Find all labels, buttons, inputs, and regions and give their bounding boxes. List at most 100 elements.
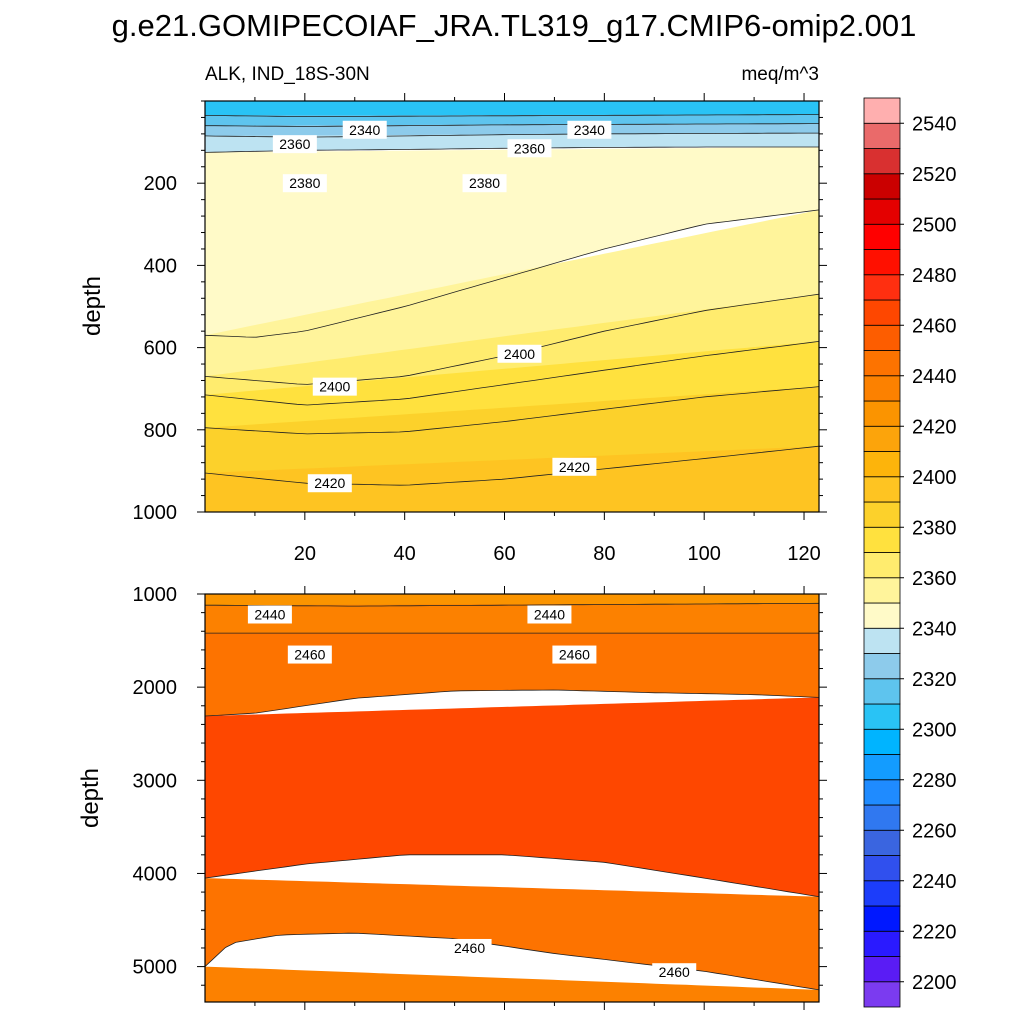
lower-contour-label: 2460 (552, 645, 597, 664)
upper-y-tick-label: 800 (144, 420, 177, 442)
upper-contour-line (205, 386, 819, 435)
upper-x-tick-label: 80 (593, 543, 615, 565)
lower-contour-label: 2460 (652, 963, 697, 982)
upper-contour-line (205, 445, 819, 486)
colorbar-tick-label: 2540 (912, 113, 957, 135)
upper-contour-label: 2340 (342, 120, 387, 139)
colorbar-swatch (863, 501, 901, 528)
colorbar-swatch (863, 779, 901, 806)
upper-subtitle-left: ALK, IND_18S-30N (205, 64, 370, 85)
upper-contour-band (205, 341, 819, 434)
svg-text:2460: 2460 (659, 964, 690, 980)
colorbar-swatch (863, 324, 901, 351)
upper-x-tick-label: 40 (394, 543, 416, 565)
lower-contour-label: 2460 (287, 645, 332, 664)
colorbar-swatch (863, 274, 901, 301)
colorbar-swatch (863, 350, 901, 377)
colorbar-swatch (863, 122, 901, 149)
lower-plot-frame (204, 593, 820, 1003)
colorbar-tick-label: 2300 (912, 719, 957, 741)
upper-contour-label: 2400 (497, 344, 542, 363)
colorbar-tick-label: 2200 (912, 972, 957, 994)
upper-y-tick-label: 1000 (133, 502, 178, 524)
colorbar-swatch (863, 577, 901, 604)
upper-contour-line (205, 341, 819, 406)
colorbar-swatch (863, 552, 901, 579)
colorbar-tick-label: 2260 (912, 820, 957, 842)
colorbar-tick-label: 2480 (912, 265, 957, 287)
upper-contour-line (205, 114, 819, 117)
lower-contour-band (205, 966, 819, 1002)
lower-y-tick-label: 2000 (133, 677, 178, 699)
colorbar-swatch (863, 728, 901, 755)
colorbar-tick-label: 2220 (912, 921, 957, 943)
lower-contour-band (205, 594, 819, 607)
colorbar-swatch (863, 198, 901, 225)
upper-subtitle-right: meq/m^3 (741, 64, 819, 85)
upper-plot-frame (204, 100, 820, 513)
colorbar-tick-label: 2420 (912, 416, 957, 438)
upper-contour-label: 2420 (552, 457, 597, 476)
svg-text:2380: 2380 (289, 175, 320, 191)
lower-contour-label: 2460 (447, 938, 492, 957)
upper-x-tick-label: 100 (687, 543, 720, 565)
colorbar-swatch (863, 249, 901, 276)
colorbar-swatch (863, 930, 901, 957)
upper-x-tick-label: 20 (294, 543, 316, 565)
colorbar-tick-label: 2520 (912, 164, 957, 186)
colorbar-swatch (863, 476, 901, 503)
upper-contour-band (205, 209, 819, 385)
colorbar-swatch (863, 223, 901, 250)
colorbar-tick-label: 2400 (912, 467, 957, 489)
upper-y-tick-label: 400 (144, 255, 177, 277)
colorbar-swatch (863, 855, 901, 882)
svg-text:2460: 2460 (454, 940, 485, 956)
colorbar-swatch (863, 956, 901, 983)
svg-text:2360: 2360 (279, 136, 310, 152)
upper-contour-label: 2380 (462, 174, 507, 193)
colorbar-swatch (863, 804, 901, 831)
upper-y-axis-label: depth (79, 276, 106, 336)
colorbar-tick-label: 2320 (912, 669, 957, 691)
colorbar-swatch (863, 829, 901, 856)
colorbar-tick-label: 2380 (912, 517, 957, 539)
svg-text:2340: 2340 (349, 122, 380, 138)
colorbar-tick-label: 2440 (912, 366, 957, 388)
upper-y-tick-label: 200 (144, 173, 177, 195)
colorbar-swatch (863, 97, 901, 124)
colorbar-swatch (863, 880, 901, 907)
svg-text:2340: 2340 (574, 122, 605, 138)
upper-contour-label: 2340 (567, 120, 612, 139)
upper-contour-band (205, 101, 819, 117)
lower-contour-line (205, 689, 819, 717)
upper-contour-line (205, 209, 819, 338)
svg-text:2460: 2460 (559, 647, 590, 663)
colorbar-legend: 2200 2220 2240 2260 2280 2300 2320 2340 2360 2380… (863, 97, 957, 1008)
upper-contour-label: 2400 (312, 377, 357, 396)
svg-text:2460: 2460 (294, 647, 325, 663)
lower-y-tick-label: 4000 (133, 863, 178, 885)
svg-text:2400: 2400 (504, 346, 535, 362)
svg-text:2400: 2400 (319, 379, 350, 395)
lower-contour-label: 2440 (247, 605, 292, 624)
colorbar-tick-label: 2500 (912, 214, 957, 236)
colorbar-tick-label: 2340 (912, 618, 957, 640)
colorbar-tick-label: 2460 (912, 315, 957, 337)
lower-contour-label: 2440 (527, 605, 572, 624)
lower-contour-band (205, 603, 819, 634)
colorbar-swatch (863, 703, 901, 730)
upper-x-tick-label: 120 (787, 543, 820, 565)
lower-y-tick-label: 5000 (133, 957, 178, 979)
colorbar-swatch (863, 148, 901, 175)
colorbar-swatch (863, 678, 901, 705)
upper-panel: ALK, IND_18S-30N meq/m^3 depth 2340 2340 2… (79, 64, 827, 565)
colorbar-tick-label: 2240 (912, 871, 957, 893)
colorbar-swatch (863, 526, 901, 553)
figure-title: g.e21.GOMIPECOIAF_JRA.TL319_g17.CMIP6-om… (112, 8, 917, 43)
svg-text:2360: 2360 (514, 140, 545, 156)
upper-x-tick-label: 60 (493, 543, 515, 565)
svg-text:2420: 2420 (314, 475, 345, 491)
upper-contour-band (205, 147, 819, 338)
lower-y-tick-label: 1000 (133, 584, 178, 606)
